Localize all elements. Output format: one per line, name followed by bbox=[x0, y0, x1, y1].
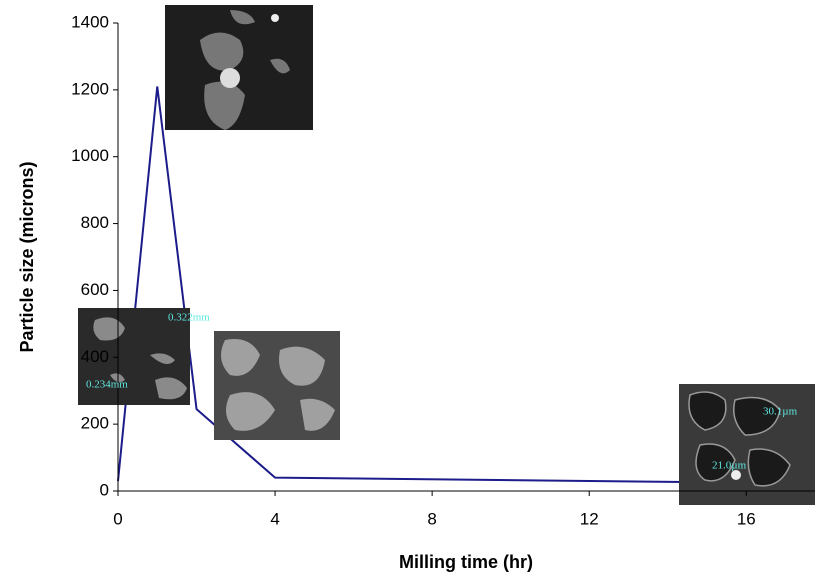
data-line bbox=[117, 86, 747, 484]
inset-3 bbox=[214, 331, 340, 440]
inset-label: 30.1µm bbox=[763, 406, 798, 418]
y-tick-label: 800 bbox=[81, 213, 109, 232]
y-tick-label: 1200 bbox=[71, 79, 109, 98]
inset-label: 0.234mm bbox=[86, 379, 128, 391]
y-tick-label: 1000 bbox=[71, 146, 109, 165]
y-tick-label: 600 bbox=[81, 280, 109, 299]
x-tick-label: 8 bbox=[427, 509, 436, 528]
x-tick-label: 0 bbox=[113, 509, 122, 528]
y-tick-label: 200 bbox=[81, 414, 109, 433]
y-tick-label: 400 bbox=[81, 347, 109, 366]
y-tick-label: 0 bbox=[100, 480, 109, 499]
inset-images bbox=[78, 5, 815, 505]
y-tick-label: 1400 bbox=[71, 12, 109, 31]
x-tick-label: 12 bbox=[580, 509, 599, 528]
x-tick-label: 4 bbox=[270, 509, 279, 528]
x-tick-label: 16 bbox=[737, 509, 756, 528]
inset-4 bbox=[679, 384, 815, 505]
y-axis-label: Particle size (microns) bbox=[17, 161, 37, 352]
inset-2 bbox=[78, 308, 190, 405]
inset-label: 21.0µm bbox=[712, 460, 747, 472]
x-axis-label: Milling time (hr) bbox=[399, 552, 533, 572]
inset-1 bbox=[165, 5, 313, 130]
inset-label: 0.322mm bbox=[168, 312, 210, 324]
